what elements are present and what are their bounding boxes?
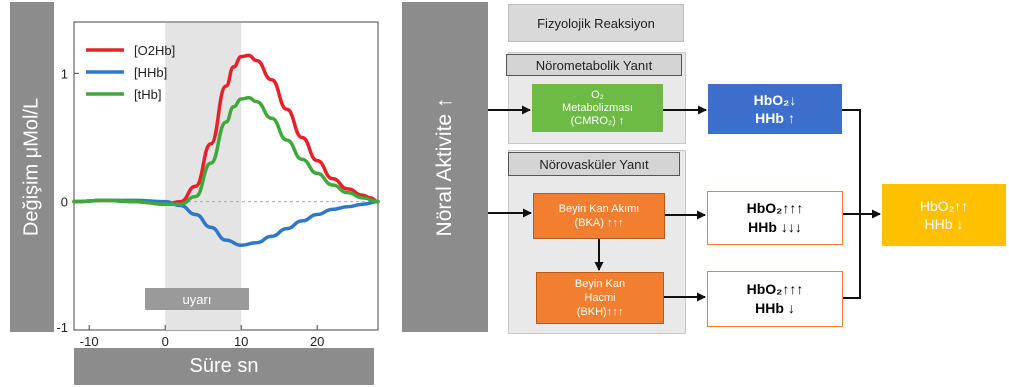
metabolic-result-line2: HHb ↑ (755, 110, 795, 126)
o2-metabolism-box: O₂ Metabolizması (CMRO₂) ↑ (532, 84, 663, 132)
x-tick-label: 0 (162, 334, 169, 349)
legend-label-0: [O2Hb] (134, 43, 175, 58)
y-tick-label: -1 (56, 320, 68, 335)
o2-metabolism-line1: O₂ (591, 88, 604, 101)
flow-result-box: HbO₂↑↑↑ HHb ↓↓↓ (707, 191, 843, 245)
series-line-2 (72, 95, 380, 206)
connector-metabolic-result (842, 109, 861, 214)
y-tick-label: 0 (61, 195, 68, 210)
metabolic-result-box: HbO₂↓ HHb ↑ (708, 84, 842, 134)
series-line-1 (72, 198, 380, 248)
final-result-line1: HbO₂↑↑ (919, 198, 969, 214)
volume-result-line1: HbO₂↑↑↑ (746, 281, 804, 297)
volume-result-box: HbO₂↑↑↑ HHb ↓ (707, 271, 843, 327)
cerebral-blood-flow-line2: (BKA) ↑↑↑ (574, 217, 624, 229)
metabolic-result-line1: HbO₂↓ (753, 92, 797, 108)
y-axis-label-bar (10, 2, 54, 332)
neural-activity-label: Nöral Aktivite ↑ (433, 97, 456, 237)
legend-label-1: [HHb] (134, 65, 167, 80)
physiological-reaction-header: Fizyolojik Reaksiyon (508, 4, 684, 42)
x-tick-label: -10 (80, 334, 99, 349)
neurometabolic-header: Nörometabolik Yanıt (506, 54, 682, 76)
volume-result-line2: HHb ↓ (755, 300, 795, 316)
series-group (72, 53, 380, 248)
x-tick-label: 20 (310, 334, 324, 349)
x-axis-label: Süre sn (74, 348, 374, 385)
o2-metabolism-line2: Metabolizması (562, 101, 633, 114)
neural-activity-bar (402, 2, 488, 332)
cerebral-blood-volume-box: Beyin Kan Hacmi (BKH)↑↑↑ (536, 272, 664, 324)
hemodynamic-response-chart: -101 -10 0 10 20 [O2Hb][HHb][tHb] (56, 21, 380, 349)
flow-result-line2: HHb ↓↓↓ (748, 219, 802, 235)
stimulus-label: uyarı (145, 288, 249, 310)
neurovascular-header: Nörovasküler Yanıt (508, 152, 680, 176)
flow-result-line1: HbO₂↑↑↑ (746, 200, 804, 216)
connector-volume-result (843, 214, 861, 299)
o2-metabolism-line3: (CMRO₂) ↑ (570, 114, 625, 127)
final-result-line2: HHb ↓ (924, 216, 964, 232)
cerebral-blood-flow-box: Beyin Kan Akımı (BKA) ↑↑↑ (533, 193, 665, 239)
y-tick-label: 1 (61, 66, 68, 81)
cerebral-blood-volume-line1: Beyin Kan (574, 278, 626, 290)
cerebral-blood-volume-line3: (BKH)↑↑↑ (576, 306, 624, 318)
legend: [O2Hb] [HHb] [tHb] (86, 43, 175, 102)
x-ticks: -10 0 10 20 (80, 325, 324, 349)
legend-label-2: [tHb] (134, 87, 161, 102)
cerebral-blood-volume-line2: Hacmi (584, 292, 616, 304)
final-result-box: HbO₂↑↑ HHb ↓ (882, 184, 1006, 246)
x-tick-label: 10 (234, 334, 248, 349)
cerebral-blood-flow-line1: Beyin Kan Akımı (558, 203, 640, 215)
